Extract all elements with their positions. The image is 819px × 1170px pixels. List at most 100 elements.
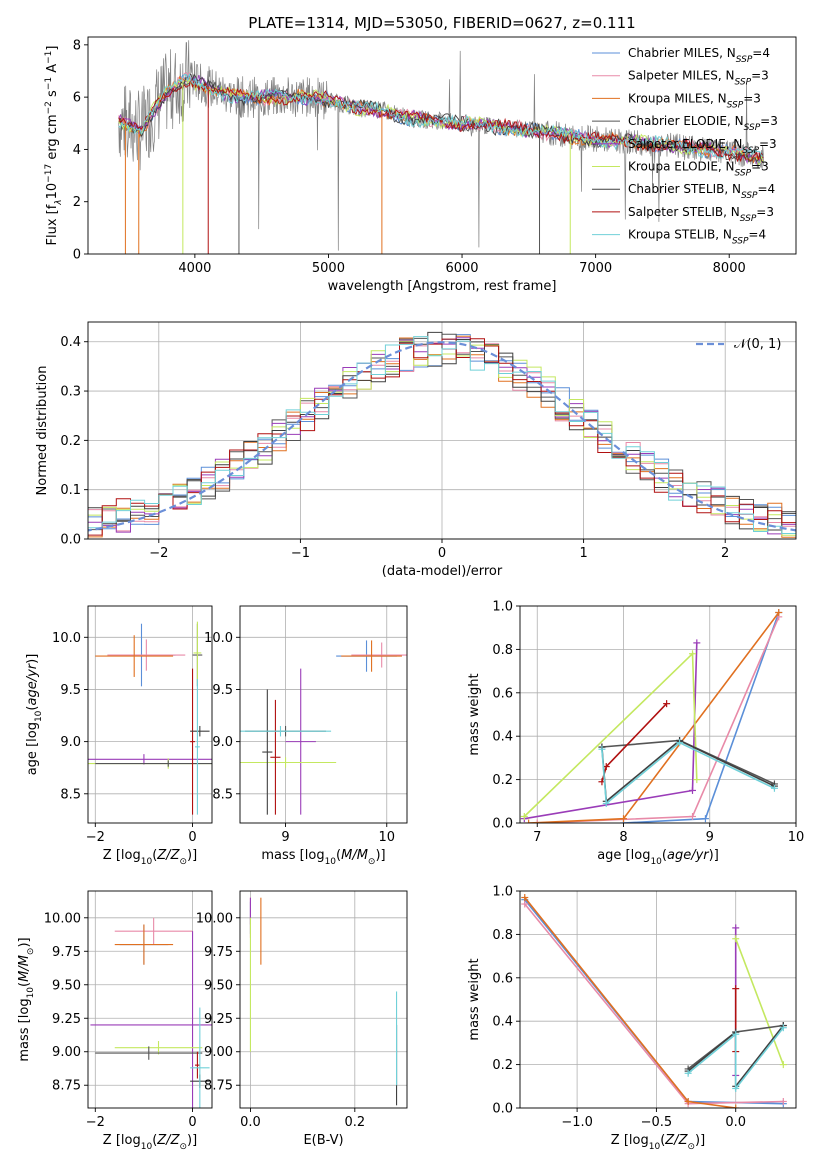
panel-mass_vs_Z: −2 0 8.75 9.00 9.25 9.50 9.75 10.00 Z [log10(Z/Z…: [17, 890, 213, 1152]
x-tick-label: 0: [188, 1115, 196, 1130]
y-tick-label: 9.50: [204, 978, 233, 993]
y-tick-label: 9.00: [52, 1045, 81, 1060]
y-tick-label: 10.0: [204, 631, 233, 646]
histogram-kroupa_stelib: [88, 336, 796, 534]
series-marker-salpeter_miles: [689, 812, 696, 820]
axes-frame: [519, 890, 797, 1109]
gridlines: [88, 891, 212, 1108]
x-tick-label: 9: [281, 830, 289, 845]
legend-entry: Salpeter ELODIE, NSSP=3: [628, 137, 777, 156]
series-marker-kroupa_stelib: [598, 745, 606, 753]
model-spectrum-kroupa_stelib: [118, 73, 764, 159]
model-spectrum-chabrier_stelib: [118, 73, 764, 163]
y-tick-label: 10.00: [196, 911, 233, 926]
x-tick-label: 10: [378, 830, 395, 845]
errorbar-point-kroupa_miles: [114, 924, 174, 965]
x-axis-label: Z [log10(Z/Z⊙)]: [103, 848, 197, 867]
y-tick-label: 0.0: [60, 533, 81, 548]
series-line-kroupa_elodie: [523, 651, 698, 818]
errorbar-point-salpeter_elodie: [90, 931, 212, 1108]
x-tick-label: −1.0: [561, 1115, 593, 1130]
series-marker-salpeter_elodie: [689, 786, 696, 794]
y-tick-label: 0.8: [492, 928, 513, 943]
errorbar-point-kroupa_stelib: [240, 725, 332, 737]
y-tick-label: 0.1: [60, 483, 81, 498]
y-axis-label: mass weight: [467, 673, 482, 755]
x-tick-label: 7: [533, 830, 541, 845]
series-marker-kroupa_stelib: [732, 1084, 740, 1092]
panel-spectrum: 4000 5000 6000 7000 8000 0 2 4 6 8 PLATE=1314, MJD…: [44, 14, 797, 294]
series-marker-kroupa_stelib: [732, 1030, 740, 1038]
y-tick-label: 1.0: [492, 885, 513, 900]
series-line-salpeter_miles: [537, 616, 780, 823]
x-tick-label: 0.2: [344, 1115, 365, 1130]
plot-area: [88, 621, 212, 815]
gridlines: [240, 891, 407, 1108]
errorbar-point-salpeter_miles: [107, 639, 186, 671]
series-marker-kroupa_miles: [775, 609, 783, 617]
y-tick-label: 10.00: [44, 911, 81, 926]
series-marker-salpeter_stelib: [732, 985, 740, 993]
series-marker-kroupa_miles: [732, 1104, 740, 1108]
legend-entry: Chabrier STELIB, NSSP=4: [628, 182, 775, 201]
legend-entry: 𝒩(0, 1): [734, 337, 781, 352]
panel-mass_weight_vs_age: 7 8 9 10 0.0 0.2 0.4 0.6 0.8 1.0 age [log10(age/yr…: [467, 600, 804, 868]
y-tick-label: 8.75: [52, 1079, 81, 1094]
legend-entry: Kroupa MILES, NSSP=3: [628, 91, 761, 110]
normal-distribution-curve: [88, 341, 796, 532]
errorbar-point-chabrier_stelib: [262, 689, 273, 815]
y-tick-label: 9.25: [204, 1012, 233, 1027]
series-line-kroupa_elodie: [734, 938, 785, 1065]
series-marker-kroupa_elodie: [693, 776, 701, 784]
legend-entry: Salpeter MILES, NSSP=3: [628, 69, 769, 88]
y-tick-label: 8.5: [60, 787, 81, 802]
x-axis-label: (data-model)/error: [382, 564, 503, 579]
series-line-kroupa_miles: [524, 897, 736, 1108]
y-tick-label: 9.75: [52, 945, 81, 960]
y-tick-label: 9.50: [52, 978, 81, 993]
x-tick-label: −1: [291, 546, 310, 561]
y-tick-label: 0.4: [60, 335, 81, 350]
y-tick-label: 9.00: [204, 1045, 233, 1060]
x-tick-label: 9: [706, 830, 714, 845]
errorbar-point-salpeter_miles: [114, 917, 193, 945]
gridlines: [88, 606, 212, 823]
plot-area: [118, 40, 765, 254]
y-tick-label: 10.0: [52, 631, 81, 646]
series-line-kroupa_stelib: [601, 741, 775, 806]
series-marker-kroupa_stelib: [770, 784, 778, 792]
y-tick-label: 8.5: [212, 787, 233, 802]
plot-area: [521, 894, 787, 1108]
y-tick-label: 8.75: [204, 1079, 233, 1094]
series-marker-kroupa_stelib: [676, 739, 684, 747]
y-tick-label: 2: [73, 195, 81, 210]
panel-residuals: −2 −1 0 1 2 0.0 0.1 0.2 0.3 0.4 (data-model)/error…: [35, 321, 797, 579]
errorbar-point-kroupa_elodie: [193, 621, 202, 685]
x-tick-label: 1: [579, 546, 587, 561]
y-tick-label: 9.5: [60, 683, 81, 698]
panel-age_vs_mass: 9 10 8.5 9.0 9.5 10.0 mass [log10(M/M⊙)]: [204, 605, 408, 867]
errorbar-point-kroupa_elodie: [114, 1041, 203, 1055]
plot-area: [88, 331, 796, 539]
series-marker-salpeter_stelib: [663, 700, 671, 708]
plot-area: [520, 609, 783, 823]
y-tick-label: 0.0: [492, 1102, 513, 1117]
y-axis-label: mass weight: [467, 958, 482, 1040]
y-tick-label: 9.25: [52, 1012, 81, 1027]
x-tick-label: −2: [86, 830, 105, 845]
x-tick-label: 0: [438, 546, 446, 561]
legend-entry: Kroupa STELIB, NSSP=4: [628, 228, 766, 247]
y-axis-label: Normed distribution: [35, 366, 50, 496]
x-tick-label: −2: [86, 1115, 105, 1130]
series-marker-salpeter_miles: [779, 1097, 787, 1105]
series-marker-kroupa_miles: [620, 815, 627, 823]
errorbar-point-salpeter_stelib: [270, 699, 281, 815]
x-axis-label: E(B-V): [303, 1133, 343, 1148]
x-tick-label: 0.0: [725, 1115, 746, 1130]
legend: 𝒩(0, 1): [696, 337, 781, 352]
legend-entry: Salpeter STELIB, NSSP=3: [628, 205, 774, 224]
series-line-kroupa_stelib: [687, 1027, 784, 1091]
series-marker-kroupa_stelib: [684, 1069, 692, 1077]
panel-age_vs_Z: −2 0 8.5 9.0 9.5 10.0 Z [log10(Z/Z⊙)] age [log1…: [25, 605, 213, 867]
errorbar-point-kroupa_stelib: [194, 679, 200, 815]
